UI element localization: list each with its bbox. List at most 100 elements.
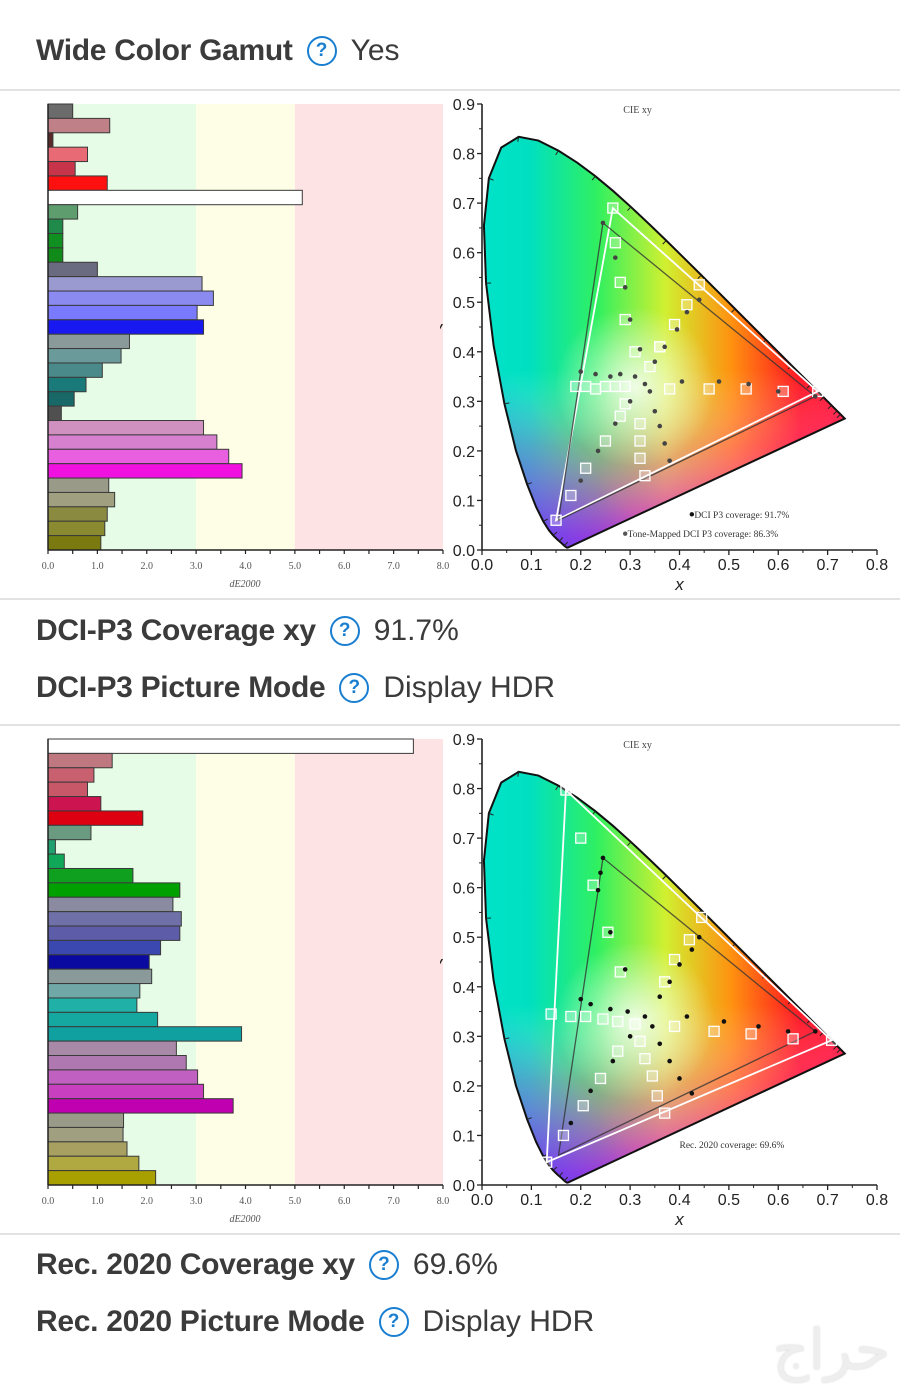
de-bar	[47, 362, 103, 378]
measured-point	[652, 359, 658, 364]
de-bar	[47, 997, 138, 1013]
svg-text:0.3: 0.3	[453, 1029, 475, 1046]
svg-text:0.0: 0.0	[471, 1192, 493, 1209]
svg-text:0.8: 0.8	[453, 147, 475, 164]
dci-p3-coverage-label: DCI-P3 Coverage xy	[36, 614, 316, 647]
measured-point	[627, 1034, 633, 1039]
measured-point	[568, 1120, 574, 1126]
target-marker	[580, 380, 592, 393]
target-marker	[599, 435, 612, 447]
measured-point	[756, 1024, 761, 1029]
target-marker	[575, 832, 587, 844]
svg-text:8.0: 8.0	[437, 1196, 450, 1207]
measured-point	[617, 371, 623, 377]
target-marker	[634, 435, 646, 447]
de-bar	[47, 276, 203, 292]
de-bar	[47, 939, 162, 956]
svg-text:1.0: 1.0	[91, 561, 104, 572]
target-marker	[565, 1010, 577, 1023]
svg-text:0.9: 0.9	[453, 97, 475, 114]
dci-p3-coverage-value: 91.7%	[373, 614, 459, 647]
measured-point	[578, 478, 584, 483]
de-bar	[47, 1083, 205, 1100]
svg-text:0.3: 0.3	[619, 1192, 641, 1209]
de-bar	[47, 204, 79, 220]
target-marker	[545, 1008, 557, 1020]
target-marker	[693, 279, 705, 291]
measured-point	[657, 423, 663, 429]
measured-point	[578, 369, 584, 374]
svg-text:0.6: 0.6	[453, 881, 475, 898]
question-circle-icon[interactable]: ?	[306, 36, 337, 66]
de-bar	[47, 1126, 124, 1143]
rec2020-coverage-label: Rec. 2020 Coverage xy	[36, 1248, 355, 1281]
measured-point	[595, 448, 601, 454]
question-circle-icon[interactable]: ?	[339, 673, 370, 703]
measured-point	[637, 347, 643, 352]
target-marker	[602, 926, 614, 938]
target-marker	[683, 934, 696, 946]
dci-p3-charts-panel: 0.0 1.0 2.0 3.0 4.0 5.0 6.0 7.0 8.0 dE2000 0.0 0.1…	[0, 92, 900, 597]
rec2020-charts-panel: 0.0 1.0 2.0 3.0 4.0 5.0 6.0 7.0 8.0 dE2000 0.0 0.1…	[0, 727, 900, 1232]
measured-point	[716, 379, 722, 384]
target-marker	[614, 410, 626, 422]
target-marker	[639, 1052, 651, 1065]
svg-text:1.0: 1.0	[91, 1196, 104, 1207]
de-bar	[47, 520, 106, 537]
svg-text:0.6: 0.6	[767, 1192, 789, 1209]
svg-text:0.4: 0.4	[453, 345, 475, 362]
measured-point	[613, 255, 618, 260]
target-marker	[580, 462, 592, 474]
de-bar	[47, 448, 230, 465]
de-bar	[47, 968, 153, 985]
target-marker	[599, 380, 612, 393]
target-marker	[644, 360, 656, 373]
svg-text:0.5: 0.5	[453, 930, 475, 947]
target-marker	[703, 383, 715, 395]
de-bar	[47, 1141, 128, 1157]
measured-point	[689, 1091, 695, 1096]
dci-p3-coverage-row: DCI-P3 Coverage xy ? 91.7%	[36, 614, 459, 648]
rec2020-cie-xy-chart: 0.0 0.1 0.2 0.3 0.4 0.5 0.6 0.7 0.8 0.0 0.1 0.2 0.3 0…	[440, 732, 888, 1229]
svg-text:0.7: 0.7	[453, 196, 475, 213]
target-marker	[614, 966, 626, 978]
de-bar	[47, 535, 102, 551]
target-marker	[651, 1090, 663, 1102]
svg-text:dE2000: dE2000	[229, 1214, 260, 1225]
question-circle-icon[interactable]: ?	[378, 1307, 409, 1337]
target-marker	[612, 1045, 624, 1057]
measured-point	[622, 285, 628, 290]
measured-point	[662, 441, 667, 446]
de-bar	[47, 333, 130, 350]
target-marker	[607, 202, 619, 214]
de-bar	[47, 117, 111, 134]
de-bar	[47, 103, 74, 119]
divider	[0, 598, 900, 600]
dci-p3-picture-mode-label: DCI-P3 Picture Mode	[36, 671, 326, 704]
svg-text:0.0: 0.0	[471, 557, 493, 574]
de-bar	[47, 810, 144, 826]
question-circle-icon[interactable]: ?	[329, 616, 360, 646]
de-bar	[47, 983, 141, 999]
measured-point	[588, 1001, 593, 1007]
de-bar	[47, 738, 414, 754]
svg-text:0.2: 0.2	[570, 557, 592, 574]
de-bar	[47, 882, 181, 898]
target-marker	[629, 1018, 641, 1030]
rec2020-picture-mode-label: Rec. 2020 Picture Mode	[36, 1305, 365, 1338]
measured-point	[667, 458, 672, 464]
svg-text:0.7: 0.7	[817, 1192, 839, 1209]
target-marker	[696, 911, 708, 924]
de-bar	[47, 1040, 177, 1057]
de-bar	[47, 796, 102, 812]
measured-point	[679, 379, 685, 384]
question-circle-icon[interactable]: ?	[368, 1250, 399, 1280]
rec2020-coverage-row: Rec. 2020 Coverage xy ? 69.6%	[36, 1248, 498, 1282]
de-bar	[47, 911, 182, 927]
svg-text:0.0: 0.0	[453, 1178, 475, 1195]
measured-point	[684, 1014, 690, 1019]
de-bar	[47, 175, 108, 191]
dci-p3-picture-mode-row: DCI-P3 Picture Mode ? Display HDR	[36, 671, 555, 705]
measured-point	[785, 1029, 791, 1034]
de-bar	[47, 290, 214, 306]
